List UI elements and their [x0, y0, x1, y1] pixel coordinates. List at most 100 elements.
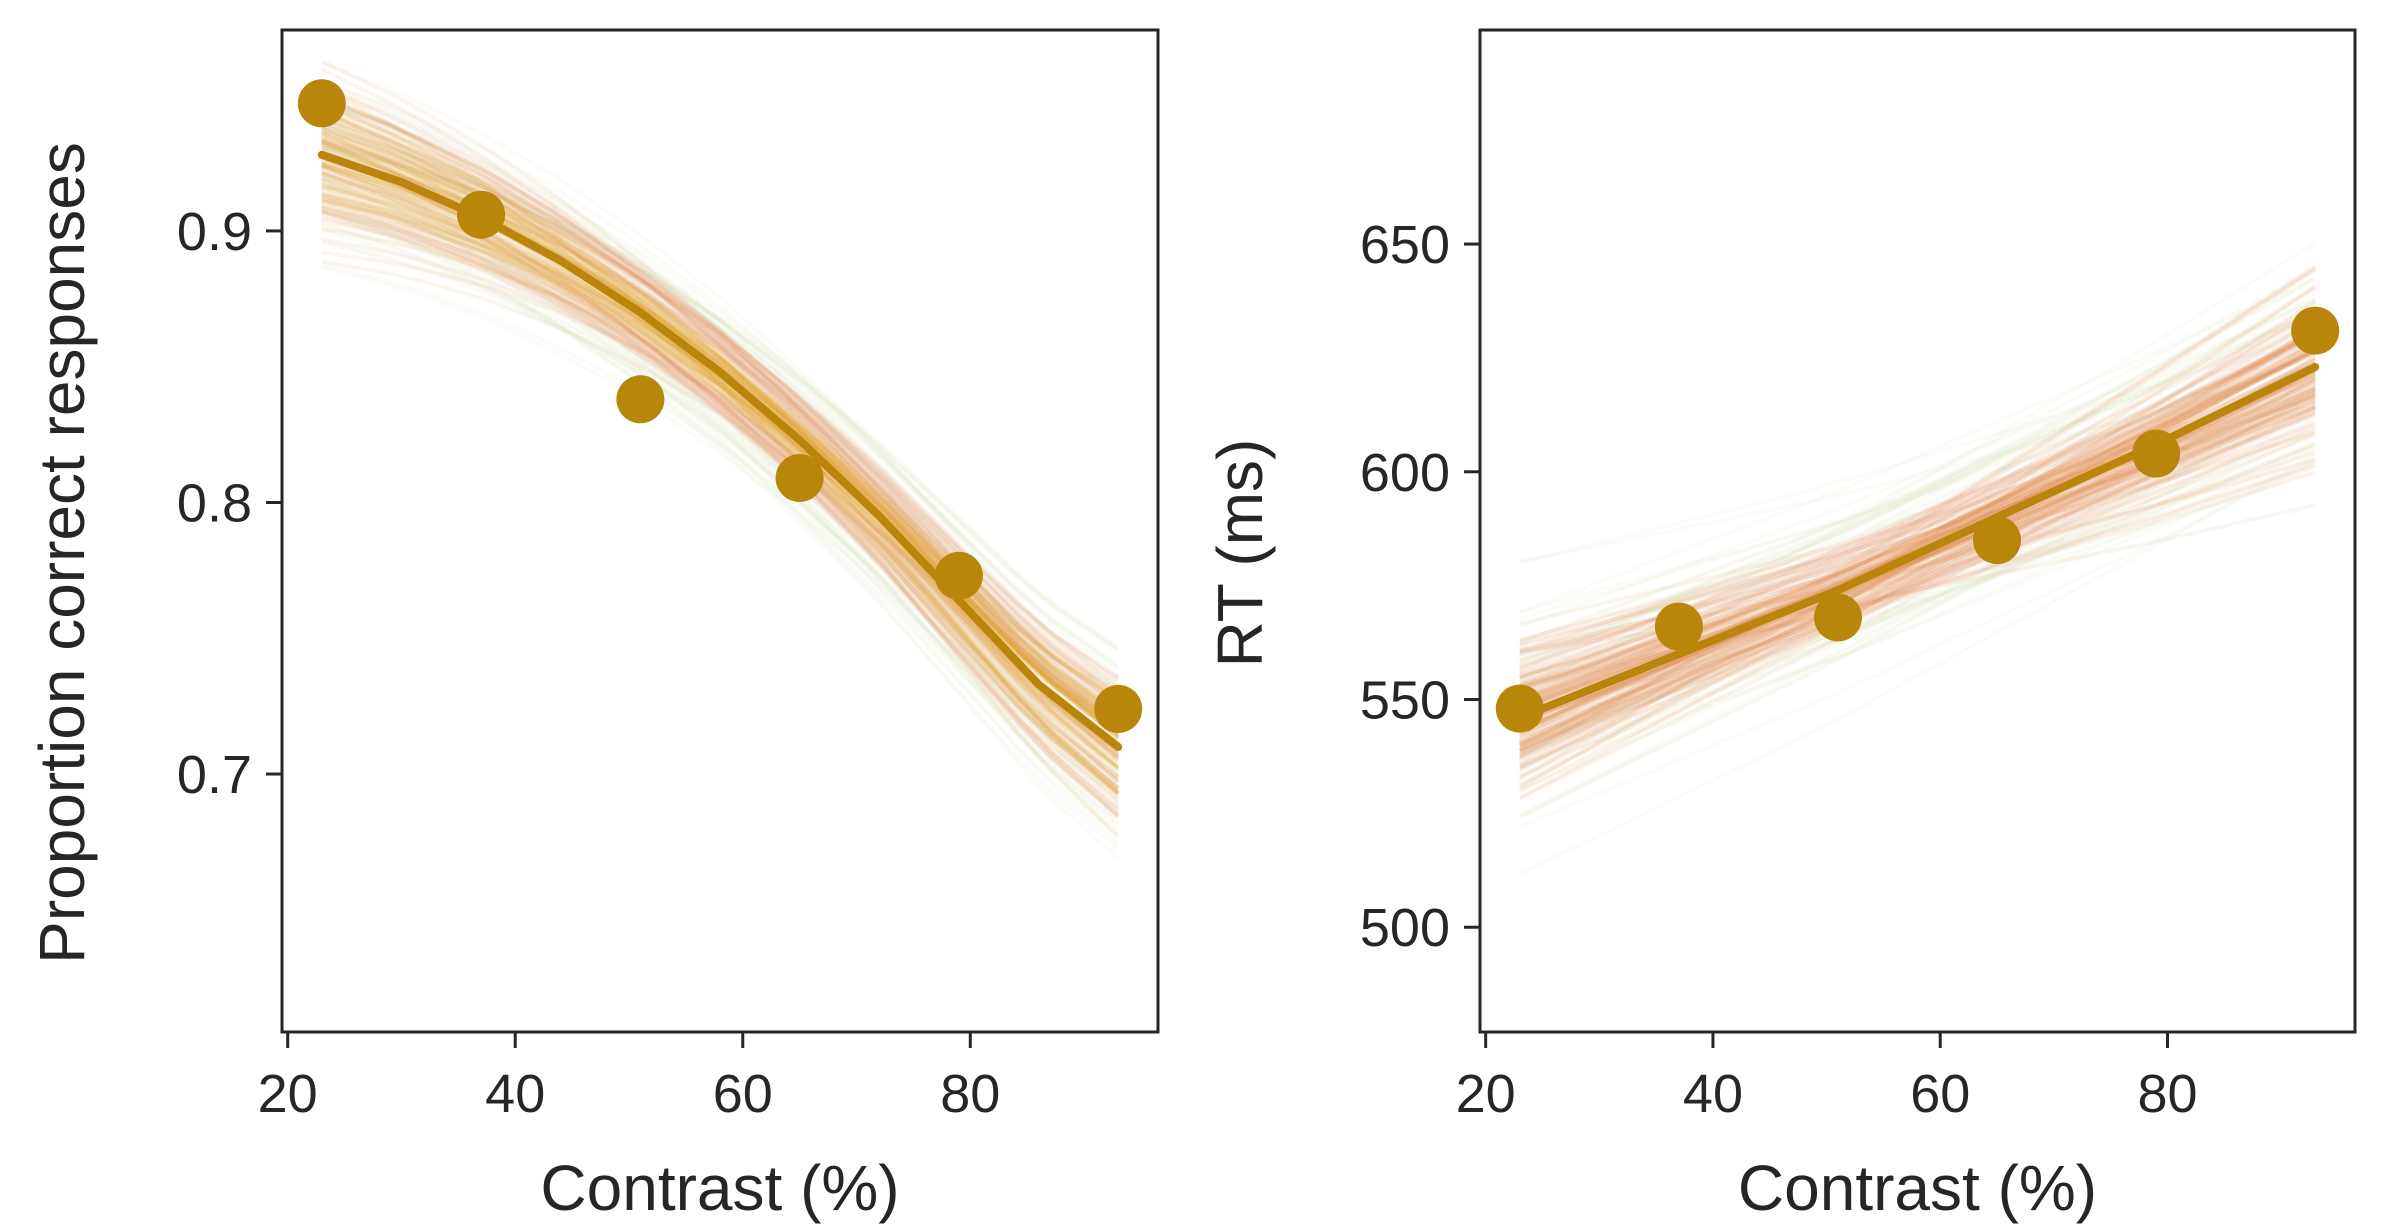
data-point — [775, 454, 824, 502]
posterior-sample-line — [321, 101, 1120, 740]
posterior-sample-line — [1519, 319, 2317, 700]
posterior-sample-line — [321, 100, 1120, 677]
posterior-sample-line — [1518, 328, 2317, 770]
posterior-sample-line — [1519, 440, 2316, 746]
posterior-sample-line — [321, 176, 1120, 680]
posterior-sample-line — [1519, 394, 2316, 642]
y-tick-label: 600 — [1360, 443, 1450, 503]
posterior-sample-line — [321, 190, 1120, 800]
posterior-sample-line — [321, 221, 1120, 802]
posterior-sample-line — [1518, 276, 2317, 692]
posterior-sample-line — [321, 209, 1120, 837]
posterior-sample-line — [1518, 267, 2317, 672]
posterior-sample-line — [1519, 406, 2316, 657]
posterior-sample-line — [1519, 421, 2316, 691]
posterior-sample-line — [321, 140, 1120, 708]
data-point — [616, 375, 665, 424]
posterior-sample-line — [321, 153, 1120, 693]
posterior-sample-line — [1519, 303, 2317, 667]
posterior-sample-line — [1519, 337, 2317, 672]
posterior-sample-line — [1519, 346, 2317, 708]
posterior-sample-line — [1518, 327, 2317, 734]
x-ticks-rt: 20 40 60 80 — [1456, 1032, 2198, 1124]
posterior-sample-line — [1519, 390, 2317, 706]
posterior-sample-line — [321, 199, 1120, 778]
posterior-sample-line — [321, 80, 1120, 690]
posterior-sample-line — [1519, 396, 2317, 724]
posterior-sample-line — [321, 145, 1120, 653]
posterior-sample-line — [321, 147, 1120, 726]
posterior-sample-line — [321, 135, 1120, 737]
posterior-sample-line — [1519, 388, 2316, 662]
posterior-sample-line — [1519, 309, 2317, 664]
posterior-sample-line — [1519, 348, 2317, 706]
posterior-sample-line — [1518, 340, 2317, 734]
posterior-sample-line — [1518, 241, 2317, 701]
data-point — [1495, 684, 1544, 733]
posterior-sample-line — [321, 192, 1120, 731]
posterior-sample-line — [321, 182, 1120, 751]
posterior-sample-line — [1519, 425, 2317, 749]
posterior-sample-line — [1519, 349, 2317, 686]
posterior-sample-line — [1519, 306, 2317, 659]
posterior-sample-line — [320, 92, 1120, 773]
y-axis-label-rt: RT (ms) — [1204, 439, 1276, 668]
posterior-sample-line — [1519, 464, 2316, 693]
posterior-sample-line — [1519, 442, 2316, 721]
posterior-sample-line — [321, 193, 1120, 754]
posterior-sample-line — [321, 126, 1120, 698]
panel-rt: 20 40 60 80 500 550 600 650 Contrast (%) RT (m… — [1204, 28, 2357, 1224]
posterior-sample-line — [321, 138, 1120, 649]
y-tick-label: 500 — [1360, 898, 1450, 958]
posterior-sample-line — [321, 114, 1120, 724]
posterior-sample-line — [321, 265, 1120, 797]
posterior-sample-line — [321, 196, 1120, 729]
posterior-sample-line — [321, 148, 1120, 667]
posterior-sample-line — [1519, 411, 2317, 741]
posterior-sample-line — [1518, 317, 2317, 713]
posterior-sample-line — [321, 262, 1120, 784]
data-point — [297, 79, 346, 128]
posterior-sample-line — [321, 137, 1120, 687]
posterior-sample-line — [321, 135, 1120, 697]
posterior-sample-line — [1518, 452, 2317, 877]
posterior-sample-line — [321, 149, 1120, 818]
posterior-sample-line — [321, 161, 1120, 680]
posterior-sample-line — [1519, 390, 2317, 724]
posterior-sample-line — [321, 100, 1120, 714]
posterior-sample-line — [321, 99, 1120, 718]
posterior-sample-line — [321, 203, 1120, 782]
posterior-sample-line — [321, 185, 1120, 757]
fit-line-rt — [1515, 363, 2320, 722]
posterior-sample-line — [321, 226, 1120, 701]
posterior-sample-line — [1519, 351, 2317, 703]
posterior-sample-line — [320, 174, 1120, 860]
posterior-sample-line — [1519, 398, 2317, 739]
x-tick-label: 60 — [713, 1064, 773, 1124]
posterior-sample-line — [1519, 363, 2316, 564]
posterior-sample-line — [1518, 375, 2317, 762]
posterior-sample-line — [321, 148, 1120, 818]
posterior-sample-line — [1518, 330, 2317, 800]
posterior-sample-line — [321, 131, 1120, 692]
posterior-sample-line — [321, 164, 1120, 810]
posterior-sample-line — [321, 96, 1120, 733]
posterior-sample-line — [1519, 351, 2316, 653]
posterior-sample-line — [1519, 392, 2316, 702]
posterior-sample-line — [1518, 266, 2317, 753]
posterior-band-accuracy — [320, 59, 1120, 860]
y-tick-label: 0.9 — [177, 202, 252, 262]
posterior-sample-line — [321, 199, 1120, 817]
x-tick-label: 80 — [940, 1064, 1000, 1124]
posterior-sample-line — [321, 164, 1120, 796]
posterior-sample-line — [321, 123, 1120, 708]
posterior-sample-line — [1519, 378, 2317, 747]
posterior-sample-line — [321, 170, 1120, 811]
posterior-sample-line — [1519, 407, 2317, 735]
posterior-sample-line — [321, 99, 1120, 700]
posterior-sample-line — [1519, 298, 2317, 629]
posterior-sample-line — [321, 209, 1120, 790]
data-point — [2291, 306, 2340, 355]
posterior-sample-line — [1519, 402, 2316, 646]
posterior-sample-line — [1519, 310, 2317, 645]
